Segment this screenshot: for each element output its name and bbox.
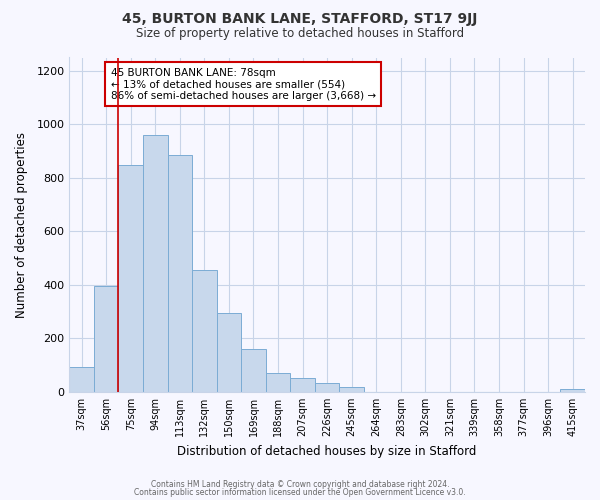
Bar	[266, 373, 290, 392]
Bar	[340, 388, 364, 392]
Bar	[94, 286, 118, 392]
X-axis label: Distribution of detached houses by size in Stafford: Distribution of detached houses by size …	[178, 444, 477, 458]
Bar	[143, 135, 167, 392]
Bar	[167, 155, 192, 392]
Text: Contains HM Land Registry data © Crown copyright and database right 2024.: Contains HM Land Registry data © Crown c…	[151, 480, 449, 489]
Bar	[315, 382, 340, 392]
Bar	[560, 390, 585, 392]
Bar	[241, 349, 266, 392]
Bar	[118, 165, 143, 392]
Bar	[70, 366, 94, 392]
Text: 45 BURTON BANK LANE: 78sqm
← 13% of detached houses are smaller (554)
86% of sem: 45 BURTON BANK LANE: 78sqm ← 13% of deta…	[110, 68, 376, 100]
Bar	[192, 270, 217, 392]
Text: 45, BURTON BANK LANE, STAFFORD, ST17 9JJ: 45, BURTON BANK LANE, STAFFORD, ST17 9JJ	[122, 12, 478, 26]
Text: Contains public sector information licensed under the Open Government Licence v3: Contains public sector information licen…	[134, 488, 466, 497]
Bar	[217, 313, 241, 392]
Bar	[290, 378, 315, 392]
Y-axis label: Number of detached properties: Number of detached properties	[15, 132, 28, 318]
Text: Size of property relative to detached houses in Stafford: Size of property relative to detached ho…	[136, 28, 464, 40]
